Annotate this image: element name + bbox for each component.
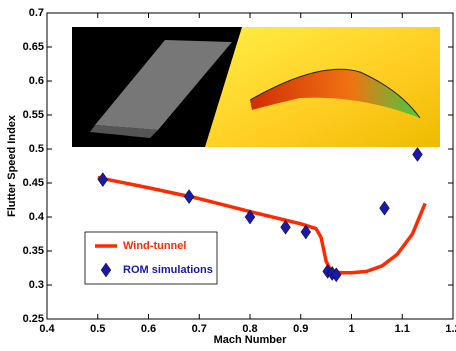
y-tick-label: 0.25 — [23, 313, 44, 325]
x-axis-label: Mach Number — [214, 334, 287, 346]
chart: Mach Number Flutter Speed Index 0.4 0.5 0.… — [0, 0, 456, 351]
legend-label: Wind-tunnel — [123, 240, 186, 252]
x-tick-label: 0.5 — [90, 323, 105, 335]
x-tick-label: 0.9 — [293, 323, 308, 335]
inset-image — [72, 27, 440, 147]
rom-point — [98, 173, 108, 187]
x-tick-label: 1.1 — [395, 323, 410, 335]
rom-point — [184, 190, 194, 204]
x-tick-label: 1 — [348, 323, 354, 335]
y-tick-label: 0.3 — [29, 279, 44, 291]
y-tick-label: 0.65 — [23, 41, 44, 53]
y-tick-label: 0.4 — [29, 211, 45, 223]
page: {"chart_data": {"type": "line", "x_label… — [0, 0, 456, 351]
rom-point — [413, 147, 423, 161]
x-tick-label: 0.7 — [192, 323, 207, 335]
y-tick-label: 0.55 — [23, 109, 44, 121]
y-axis-label: Flutter Speed Index — [6, 114, 18, 217]
y-tick-label: 0.7 — [29, 7, 44, 19]
y-tick-label: 0.6 — [29, 75, 44, 87]
y-tick-label: 0.45 — [23, 177, 44, 189]
x-tick-label: 0.8 — [242, 323, 257, 335]
legend-label: ROM simulations — [123, 264, 213, 276]
rom-point — [380, 201, 390, 215]
y-tick-label: 0.35 — [23, 245, 44, 257]
x-tick-label: 1.2 — [445, 323, 456, 335]
y-tick-label: 0.5 — [29, 143, 44, 155]
x-tick-label: 0.6 — [141, 323, 156, 335]
